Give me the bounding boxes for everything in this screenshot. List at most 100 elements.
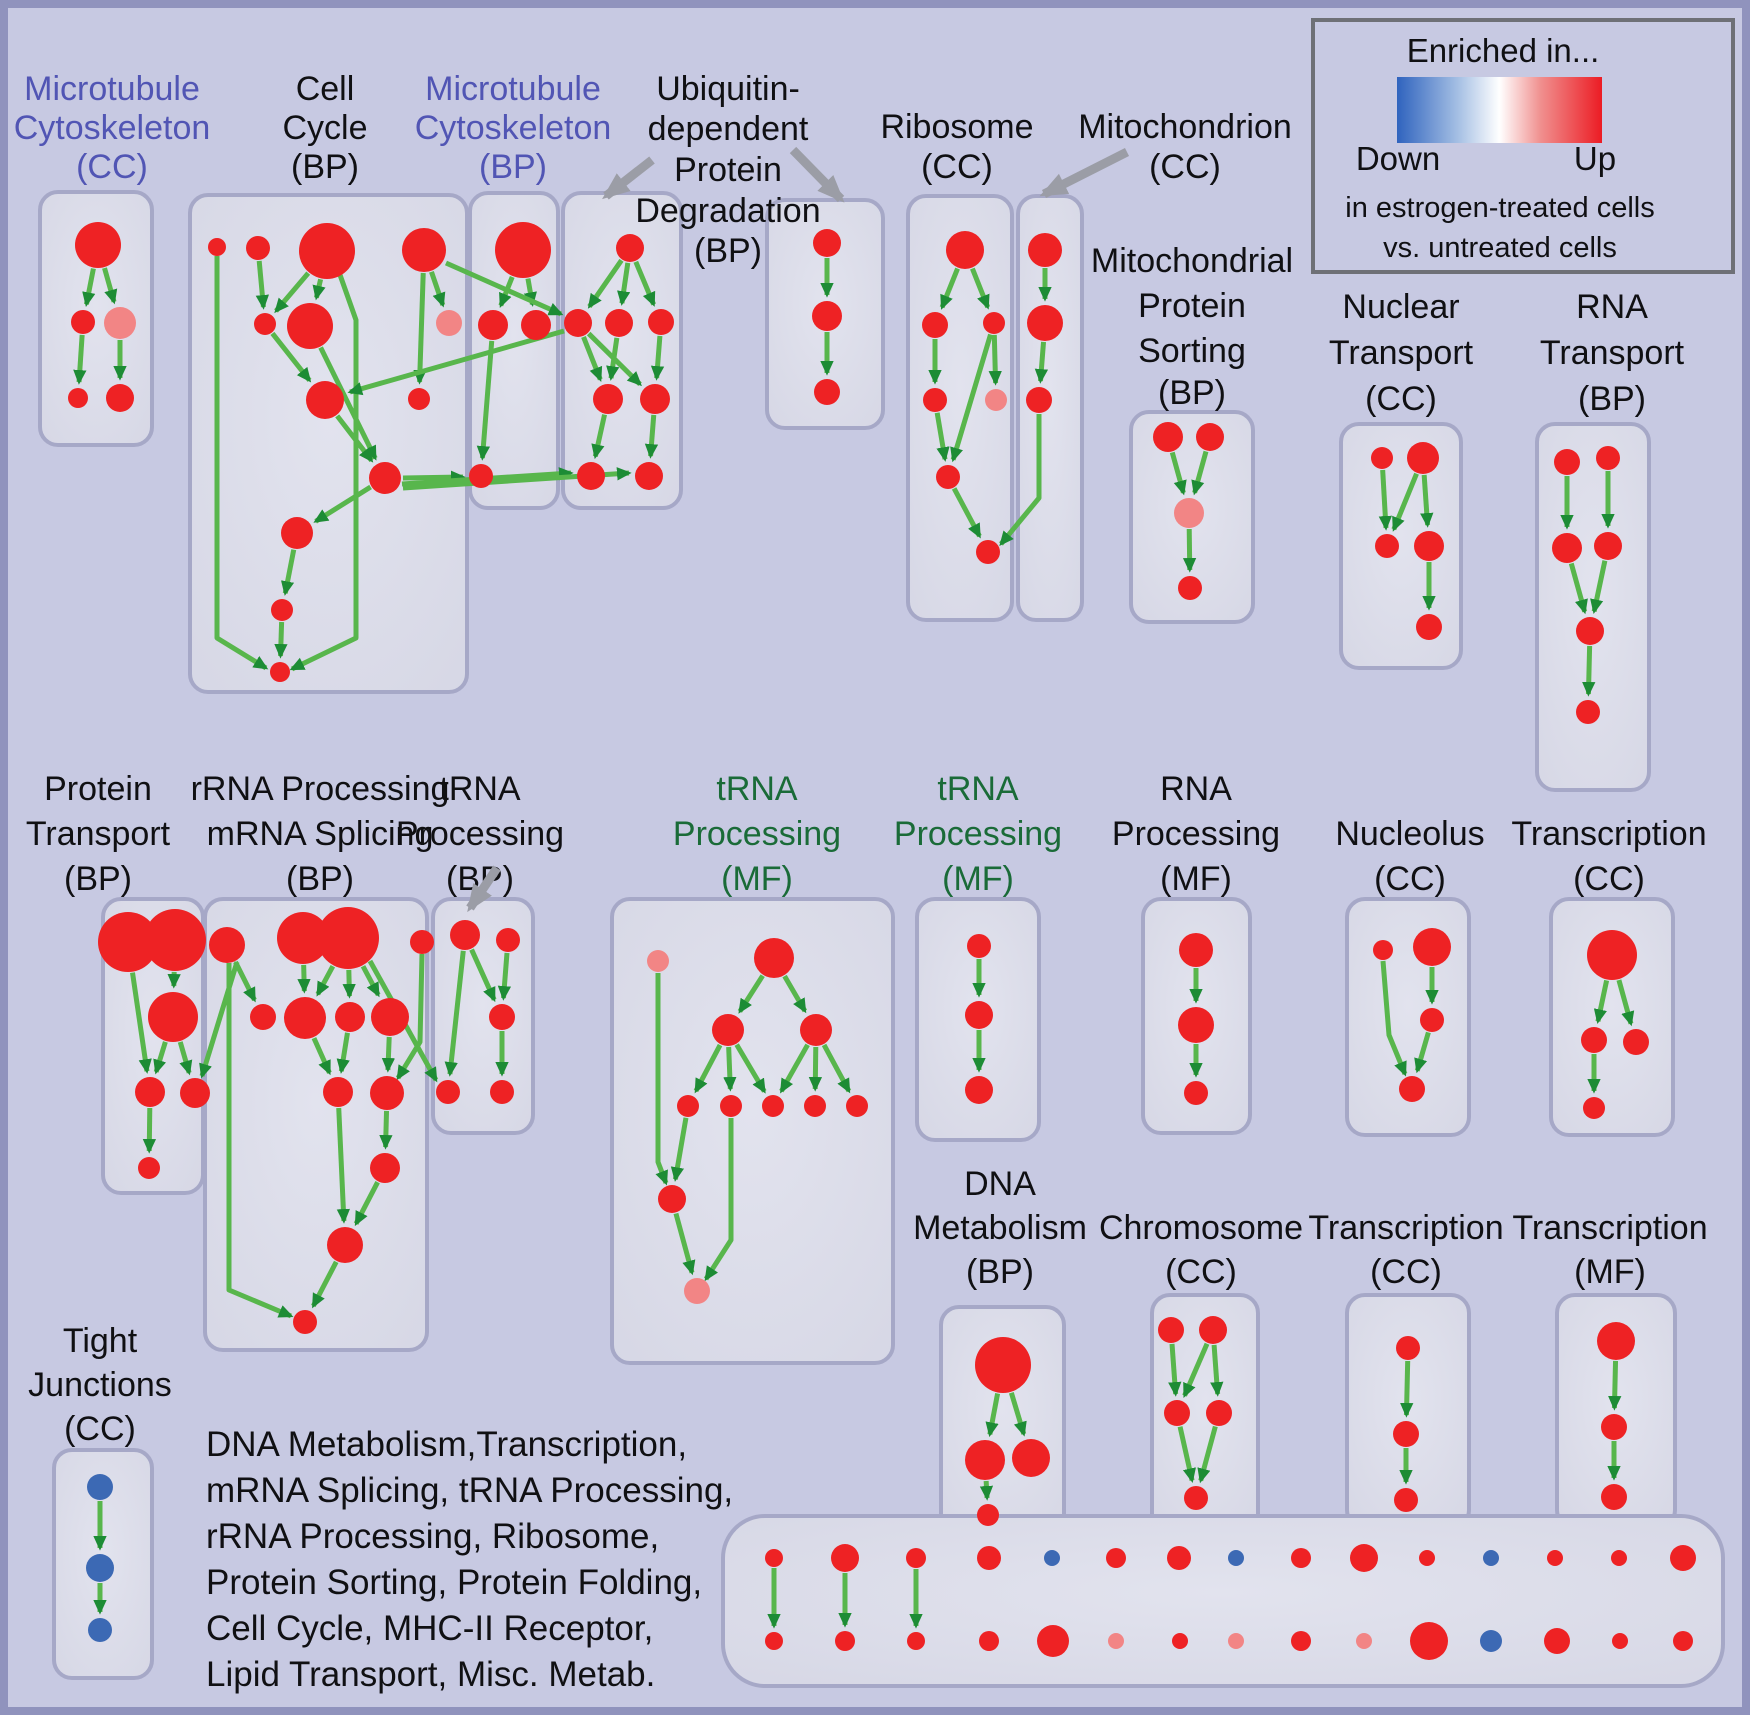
edge-arrow <box>444 260 564 317</box>
microtubule-cytoskeleton-cc-label: (CC) <box>76 148 148 186</box>
edge-arrow <box>311 1260 339 1309</box>
chromosome-cc-label: (CC) <box>1165 1253 1237 1291</box>
tight-junctions-cc-label: Junctions <box>28 1366 172 1404</box>
transcription-cc-mid-node-3 <box>1583 1097 1605 1119</box>
edge-arrow <box>979 1480 994 1501</box>
trna-processing-mf-large-box <box>610 897 895 1365</box>
rna-processing-mf-label: (MF) <box>1160 860 1232 898</box>
edge-arrow <box>199 961 240 1079</box>
strip-top-node-8 <box>1291 1548 1311 1568</box>
ribosome-cc-node-3 <box>923 388 947 412</box>
mitochondrial-protein-sorting-bp-node-0 <box>1153 422 1183 452</box>
edge-arrow <box>1191 450 1209 496</box>
edge-arrow <box>1568 562 1588 615</box>
nucleolus-cc-label: Nucleolus <box>1335 815 1484 853</box>
rrna-processing-mrna-splicing-bp-node-9 <box>370 1076 404 1110</box>
trna-processing-bp-node-1 <box>496 928 520 952</box>
ubiquitin-degradation-bp-left-node-0 <box>616 234 644 262</box>
nucleolus-cc-node-1 <box>1413 928 1451 966</box>
edge-arrow <box>703 1118 734 1282</box>
edge-arrow <box>606 337 620 381</box>
edge-arrow <box>782 974 808 1014</box>
edge-arrow <box>950 333 993 463</box>
trna-processing-mf-large-node-1 <box>754 938 794 978</box>
edge-arrow <box>379 1110 393 1150</box>
strip-bottom-node-2 <box>907 1632 925 1650</box>
microtubule-cytoskeleton-cc-label: Microtubule <box>24 70 200 108</box>
nuclear-transport-cc-node-0 <box>1371 447 1393 469</box>
cell-cycle-bp-node-11 <box>271 599 293 621</box>
chromosome-cc-node-2 <box>1164 1400 1190 1426</box>
rrna-processing-mrna-splicing-bp-node-5 <box>284 997 326 1039</box>
rna-processing-mf-node-2 <box>1184 1081 1208 1105</box>
rrna-processing-mrna-splicing-bp-node-3 <box>410 930 434 954</box>
annotation-arrow-icon <box>789 146 845 203</box>
rna-transport-bp-label: RNA <box>1576 288 1648 326</box>
transcription-cc-mid-label: Transcription <box>1511 815 1706 853</box>
strip-top-node-14 <box>1670 1545 1696 1571</box>
mitochondrial-protein-sorting-bp-label: Sorting <box>1138 332 1246 370</box>
rrna-processing-mrna-splicing-bp-node-12 <box>293 1310 317 1334</box>
mitochondrion-cc-node-0 <box>1028 233 1062 267</box>
trna-processing-mf-large-label: tRNA <box>716 770 798 808</box>
edge-arrow <box>1400 1360 1414 1418</box>
strip-bottom-node-13 <box>1612 1633 1628 1649</box>
edge-arrow <box>1582 645 1596 697</box>
rrna-processing-mrna-splicing-bp-node-1 <box>277 912 329 964</box>
misc-terms-note: Protein Sorting, Protein Folding, <box>206 1563 702 1602</box>
edge-arrow <box>737 974 765 1014</box>
chromosome-cc-node-3 <box>1206 1400 1232 1426</box>
edge-arrow <box>342 969 356 999</box>
strip-top-node-0 <box>765 1549 783 1567</box>
protein-transport-bp-node-3 <box>135 1077 165 1107</box>
edge-arrow <box>274 271 311 314</box>
rna-transport-bp-node-2 <box>1552 533 1582 563</box>
rna-processing-mf-label: Processing <box>1112 815 1280 853</box>
edge-arrow <box>673 1212 696 1276</box>
edge-arrow <box>402 470 466 484</box>
nuclear-transport-cc-label: Transport <box>1329 334 1474 372</box>
nuclear-transport-cc-node-2 <box>1375 534 1399 558</box>
cell-cycle-bp-node-4 <box>254 313 276 335</box>
edge-arrow <box>444 950 466 1077</box>
edge-arrow <box>988 334 1002 386</box>
rna-transport-bp-label: (BP) <box>1578 380 1646 418</box>
rna-processing-mf-node-1 <box>1178 1007 1214 1043</box>
edge-arrow <box>939 267 960 310</box>
ubiquitin-degradation-bp-left-node-3 <box>648 309 674 335</box>
tight-junctions-cc-node-0 <box>87 1474 113 1500</box>
chromosome-cc-label: Chromosome <box>1099 1209 1303 1247</box>
protein-transport-bp-label: Transport <box>26 815 171 853</box>
edge-arrow <box>808 1046 823 1092</box>
strip-top-node-5 <box>1106 1548 1126 1568</box>
protein-transport-bp-label: (BP) <box>64 860 132 898</box>
rna-transport-bp-node-0 <box>1554 449 1580 475</box>
trna-processing-bp-node-2 <box>489 1004 515 1030</box>
annotation-arrow-icon <box>1039 147 1130 199</box>
edge-arrow <box>233 960 257 1003</box>
ubiquitin-degradation-bp-right-node-2 <box>814 379 840 405</box>
rna-transport-bp-node-4 <box>1576 617 1604 645</box>
protein-transport-bp-node-4 <box>180 1078 210 1108</box>
ubiquitin-degradation-bp-left-label: dependent <box>648 110 809 148</box>
edge-arrow <box>177 1041 193 1076</box>
rna-transport-bp-node-3 <box>1594 532 1622 560</box>
rrna-processing-mrna-splicing-bp-node-0 <box>209 927 245 963</box>
mitochondrial-protein-sorting-bp-label: Mitochondrial <box>1091 242 1293 280</box>
edge-arrow <box>318 346 378 461</box>
ubiquitin-degradation-bp-right-node-1 <box>812 301 842 331</box>
transcription-cc-mid-node-1 <box>1581 1027 1607 1053</box>
edge-arrow <box>311 1037 332 1076</box>
trna-processing-mf-small-label: Processing <box>894 815 1062 853</box>
strip-bottom-node-0 <box>765 1632 783 1650</box>
mitochondrion-cc-label: (CC) <box>1149 148 1221 186</box>
ribosome-cc-label: Ribosome <box>880 108 1033 146</box>
rna-transport-bp-node-5 <box>1576 700 1600 724</box>
ribosome-cc-node-2 <box>983 312 1005 334</box>
edge-arrow <box>1182 528 1197 573</box>
strip-top-node-4 <box>1044 1550 1060 1566</box>
trna-processing-mf-small-node-2 <box>965 1076 993 1104</box>
cell-cycle-bp-node-6 <box>436 310 462 336</box>
rna-transport-bp-node-1 <box>1596 446 1620 470</box>
